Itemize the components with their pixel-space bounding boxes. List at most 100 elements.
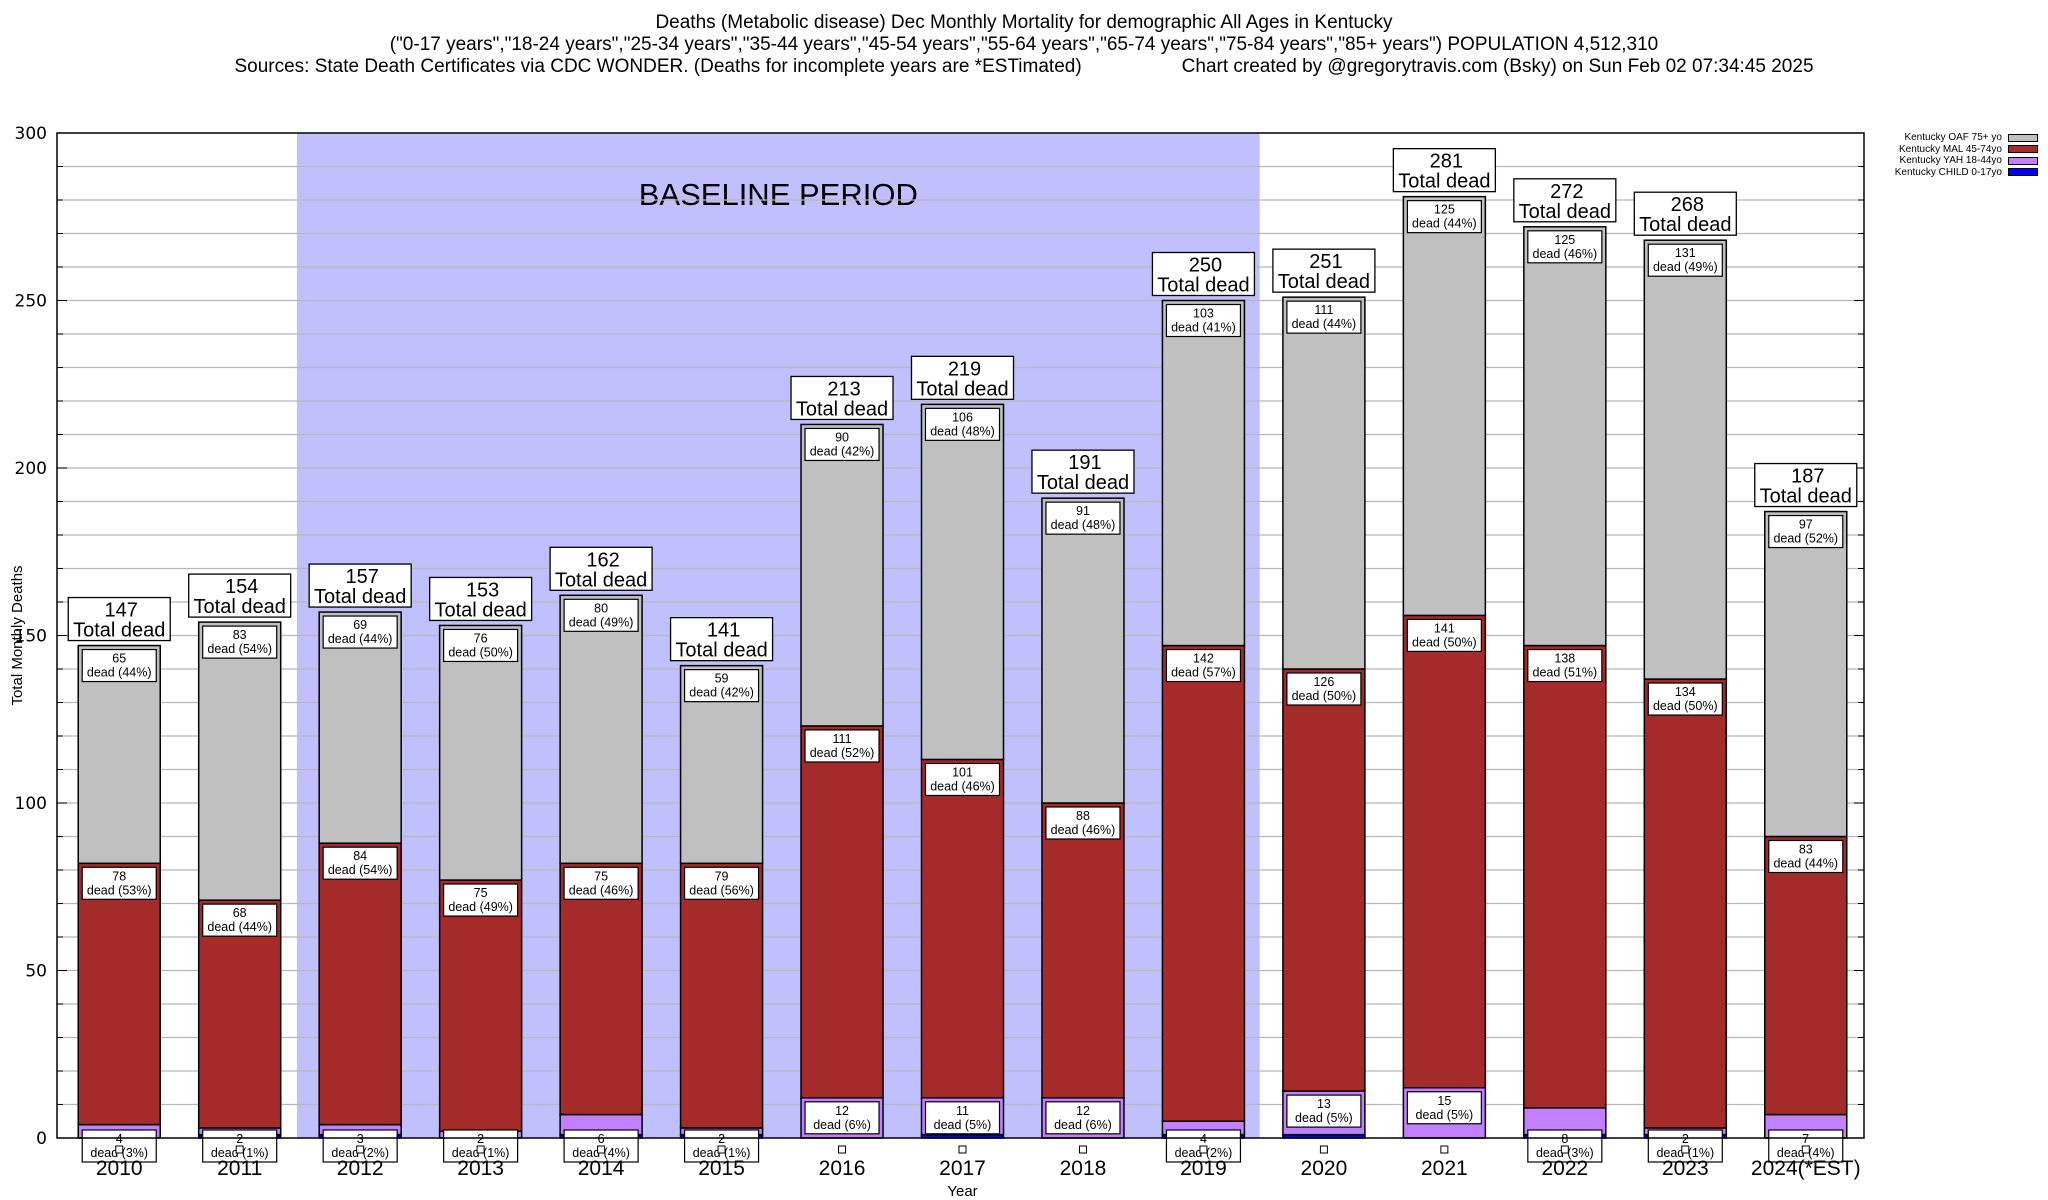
total-label-text: Total dead <box>194 596 286 618</box>
mal-segment <box>77 862 161 1126</box>
mal-label-box <box>202 903 278 937</box>
y-tick-label: 250 <box>15 292 47 312</box>
oaf-segment <box>920 403 1005 761</box>
yah-label-value: 4 <box>116 1132 123 1146</box>
credit-text: Chart created by @gregorytravis.com (Bsk… <box>1181 56 1814 77</box>
mal-label-box <box>563 866 639 900</box>
yah-label-box <box>1045 1101 1121 1135</box>
mal-label-value: 79 <box>715 869 729 883</box>
mal-segment <box>559 862 643 1116</box>
oaf-label-pct: dead (42%) <box>810 444 875 458</box>
yah-label-value: 15 <box>1437 1094 1451 1108</box>
total-label-box <box>1031 449 1135 494</box>
oaf-label-box <box>322 615 398 649</box>
mal-label-box <box>683 866 760 900</box>
oaf-label-box <box>804 427 880 462</box>
yah-label-box <box>804 1101 880 1135</box>
total-label-text: Total dead <box>796 398 888 420</box>
oaf-label-value: 97 <box>1799 518 1813 532</box>
oaf-label-box <box>1045 501 1121 535</box>
mal-label-value: 83 <box>1799 843 1813 857</box>
mal-segment <box>1282 668 1366 1092</box>
oaf-label-box <box>563 598 639 632</box>
legend-item-yah: Kentucky YAH 18-44yo <box>1895 155 2038 167</box>
total-label-box <box>549 546 653 591</box>
total-label-text: Total dead <box>314 586 406 608</box>
oaf-label-value: 59 <box>715 672 729 686</box>
oaf-label-pct: dead (52%) <box>1773 532 1838 546</box>
total-label-text: Total dead <box>1519 201 1611 223</box>
legend-swatch <box>2008 133 2038 142</box>
oaf-label-value: 69 <box>353 618 367 632</box>
yah-label-pct: dead (5%) <box>1295 1111 1353 1125</box>
child-marker <box>356 1145 365 1154</box>
total-label-box <box>188 573 292 618</box>
mal-label-pct: dead (56%) <box>689 883 754 897</box>
total-label-box <box>1513 178 1617 223</box>
total-label-text: Total dead <box>675 640 767 662</box>
mal-label-pct: dead (53%) <box>87 883 152 897</box>
total-label-text: Total dead <box>1157 275 1249 297</box>
child-marker <box>1319 1145 1328 1154</box>
mal-segment <box>800 725 884 1099</box>
mal-segment <box>1643 678 1728 1129</box>
oaf-label-pct: dead (50%) <box>448 645 513 659</box>
x-tick-label: 2011 <box>217 1157 262 1180</box>
total-label-box <box>1754 462 1858 508</box>
mal-label-value: 75 <box>594 869 608 883</box>
mal-label-pct: dead (44%) <box>207 920 272 934</box>
oaf-label-box <box>202 625 278 659</box>
mal-label-box <box>1406 618 1482 653</box>
oaf-label-pct: dead (49%) <box>569 615 634 629</box>
mal-label-pct: dead (44%) <box>1773 857 1838 871</box>
mal-label-pct: dead (54%) <box>328 863 393 877</box>
oaf-label-box <box>443 628 519 663</box>
oaf-label-value: 83 <box>233 628 247 642</box>
mal-label-box <box>804 729 880 763</box>
total-label-text: Total dead <box>555 569 647 591</box>
oaf-segment <box>1041 497 1125 804</box>
total-label-value: 281 <box>1430 151 1463 173</box>
total-label-box <box>428 576 533 622</box>
mal-label-box <box>1647 682 1723 716</box>
x-tick-label: 2019 <box>1180 1157 1227 1180</box>
mal-segment <box>197 899 282 1129</box>
mal-label-box <box>1286 672 1362 706</box>
legend-label: Kentucky YAH 18-44yo <box>1899 155 2002 166</box>
oaf-segment <box>1402 195 1487 617</box>
oaf-label-pct: dead (44%) <box>87 666 152 680</box>
mal-label-box <box>1768 839 1844 874</box>
mal-label-box <box>322 846 398 880</box>
oaf-segment <box>1764 510 1848 838</box>
oaf-label-pct: dead (44%) <box>1412 217 1477 231</box>
mal-label-pct: dead (50%) <box>1412 635 1477 649</box>
yah-label-value: 7 <box>1802 1132 1809 1146</box>
x-axis-label: Year <box>947 1183 977 1200</box>
child-marker <box>1199 1145 1208 1154</box>
x-tick-label: 2013 <box>457 1157 504 1180</box>
yah-label-value: 3 <box>357 1132 364 1146</box>
total-label-value: 162 <box>586 549 619 571</box>
child-marker <box>717 1145 726 1154</box>
oaf-segment <box>1161 299 1246 647</box>
x-tick-label: 2020 <box>1301 1157 1348 1180</box>
total-label-value: 157 <box>345 566 378 588</box>
mal-label-value: 142 <box>1193 652 1214 666</box>
total-label-box <box>1272 248 1376 293</box>
total-label-value: 154 <box>225 576 258 598</box>
yah-label-value: 6 <box>598 1132 605 1146</box>
mal-segment <box>1161 644 1246 1122</box>
mal-label-value: 111 <box>833 732 852 746</box>
chart-title-block: Deaths (Metabolic disease) Dec Monthly M… <box>0 12 2048 78</box>
x-tick-label: 2021 <box>1421 1157 1468 1180</box>
y-axis-label: Total Monthly Deaths <box>9 565 26 705</box>
total-label-value: 268 <box>1671 194 1704 216</box>
yah-label-value: 2 <box>236 1132 243 1146</box>
total-label-box <box>790 375 894 421</box>
x-tick-label: 2010 <box>96 1157 143 1180</box>
total-label-box <box>1151 251 1256 297</box>
child-marker <box>1078 1145 1087 1154</box>
total-label-value: 250 <box>1189 255 1222 277</box>
sources-line: Sources: State Death Certificates via CD… <box>0 56 2048 78</box>
